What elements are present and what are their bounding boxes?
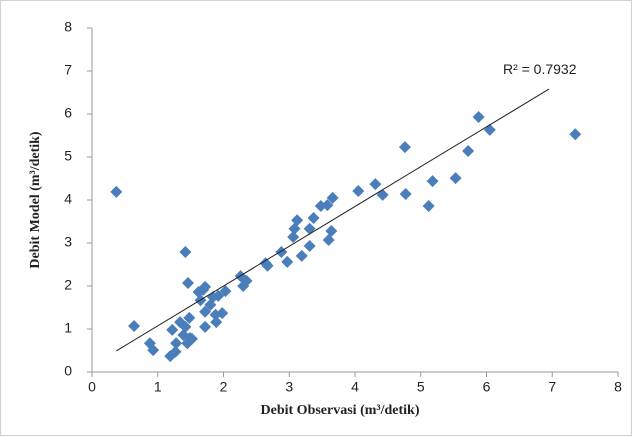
data-point (422, 200, 435, 213)
data-point (128, 319, 141, 332)
x-tick-label: 6 (483, 379, 491, 395)
x-tick-label: 7 (548, 379, 556, 395)
y-tick-label: 0 (64, 363, 72, 379)
data-point (369, 178, 382, 191)
data-point (261, 259, 274, 272)
data-point (199, 280, 212, 293)
data-point (303, 240, 316, 253)
y-tick-label: 1 (64, 320, 72, 336)
y-tick-label: 4 (64, 191, 72, 207)
data-point (307, 212, 320, 225)
data-point (322, 233, 335, 246)
data-point (185, 332, 198, 345)
x-axis-title: Debit Observasi (m³/detik) (261, 403, 420, 418)
data-point (216, 307, 229, 320)
x-tick-label: 1 (154, 379, 162, 395)
data-point (166, 323, 179, 336)
data-point (352, 184, 365, 197)
data-point (169, 345, 182, 358)
y-tick-label: 2 (64, 277, 72, 293)
x-tick-label: 5 (417, 379, 425, 395)
data-point (170, 337, 183, 350)
data-point (295, 249, 308, 262)
y-tick-label: 5 (64, 148, 72, 164)
data-point (472, 111, 485, 124)
data-point (462, 144, 475, 157)
data-point (240, 274, 253, 287)
x-tick-label: 2 (220, 379, 228, 395)
y-tick-label: 8 (64, 19, 72, 35)
data-point (426, 175, 439, 188)
data-point (199, 320, 212, 333)
data-point (147, 344, 160, 357)
data-point (321, 199, 334, 212)
data-point (179, 246, 192, 259)
data-point (219, 285, 232, 298)
data-point (325, 224, 338, 237)
data-point (399, 187, 412, 200)
data-point (281, 255, 294, 268)
data-point (569, 128, 582, 141)
x-tick-label: 8 (614, 379, 622, 395)
data-point (110, 185, 123, 198)
data-point (287, 230, 300, 243)
trend-line (116, 88, 550, 352)
y-axis-title: Debit Model (m³/detik) (28, 131, 43, 269)
x-tick-label: 3 (285, 379, 293, 395)
y-tick-label: 7 (64, 62, 72, 78)
data-point (449, 172, 462, 185)
data-point (398, 141, 411, 154)
y-tick-label: 3 (64, 234, 72, 250)
x-tick-label: 4 (351, 379, 359, 395)
y-tick-label: 6 (64, 105, 72, 121)
data-point (183, 311, 196, 324)
x-tick-label: 0 (88, 379, 96, 395)
data-point (179, 320, 192, 333)
trend-label: R² = 0.7932 (503, 61, 577, 77)
data-point (291, 214, 304, 227)
data-point (210, 316, 223, 329)
data-point (326, 191, 339, 204)
data-point (181, 276, 194, 289)
data-point (199, 305, 212, 318)
